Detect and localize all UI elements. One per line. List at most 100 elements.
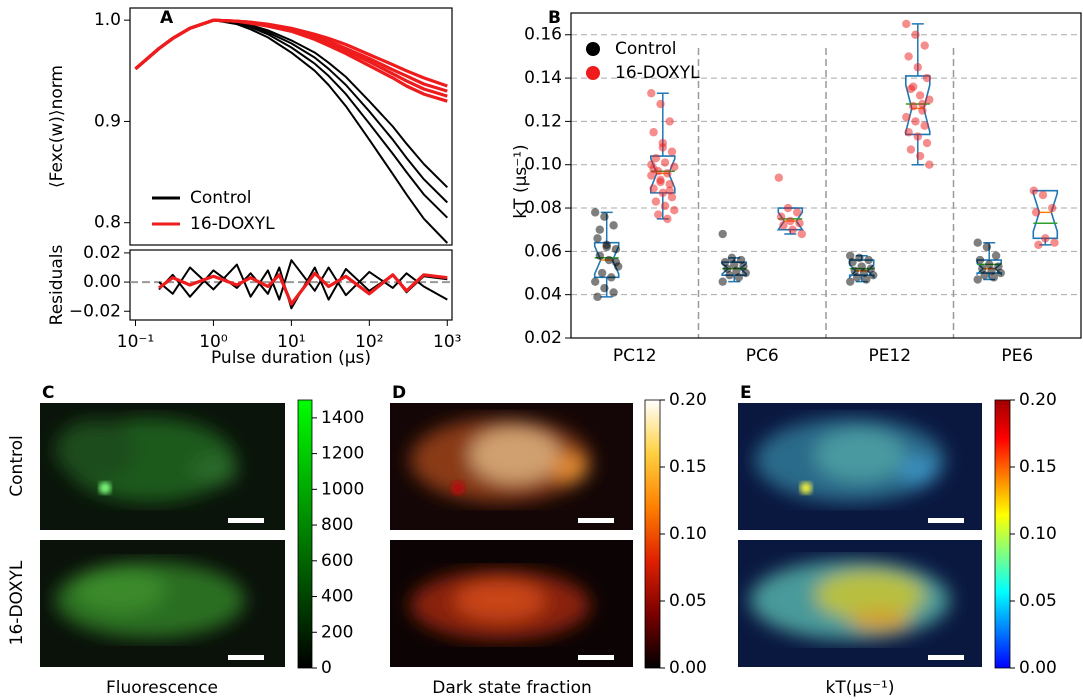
panel-label: C xyxy=(42,383,54,403)
colorbar-tick-label: 800 xyxy=(321,515,353,535)
data-point xyxy=(1050,238,1059,247)
colorbar-tick-label: 0.15 xyxy=(1019,457,1057,477)
x-tick-label: 10⁰ xyxy=(199,332,228,352)
data-line xyxy=(158,271,448,306)
y-tick-label: 0.02 xyxy=(83,243,121,263)
data-point xyxy=(915,91,925,100)
colorbar-tick-label: 600 xyxy=(321,551,353,571)
data-point xyxy=(1029,186,1039,195)
data-point xyxy=(918,106,927,115)
colorbar-tick-label: 0.10 xyxy=(1019,524,1057,544)
data-point xyxy=(660,201,670,211)
data-point xyxy=(973,238,982,247)
data-point xyxy=(852,273,862,282)
y-axis-label: Residuals xyxy=(47,245,67,326)
data-point xyxy=(980,270,989,280)
data-point xyxy=(902,112,911,122)
data-point xyxy=(663,169,672,178)
data-point xyxy=(654,210,663,219)
data-point xyxy=(991,251,1001,260)
legend-swatch xyxy=(586,66,600,80)
colorbar-tick-label: 0.15 xyxy=(669,457,707,477)
colorbar-tick-label: 1000 xyxy=(321,479,364,499)
data-point xyxy=(739,262,748,271)
x-tick-label: PC6 xyxy=(746,346,779,366)
data-point xyxy=(734,273,743,282)
colorbar-tick-label: 200 xyxy=(321,622,353,642)
x-axis-label: Fluorescence xyxy=(106,678,218,698)
y-tick-label: 0.16 xyxy=(524,25,562,45)
data-point xyxy=(918,99,927,109)
data-point xyxy=(602,242,611,252)
data-point xyxy=(779,221,788,230)
data-line xyxy=(134,18,448,103)
y-axis-label: ⟨Fexc(w)⟩norm xyxy=(47,65,67,188)
data-line xyxy=(134,19,449,219)
data-point xyxy=(911,30,920,39)
data-point xyxy=(651,197,661,206)
data-point xyxy=(718,229,727,239)
data-point xyxy=(906,145,916,154)
data-point xyxy=(611,244,621,254)
x-axis-label: kT(μs⁻¹) xyxy=(826,678,895,698)
micrograph xyxy=(390,403,633,530)
legend-label: 16-DOXYL xyxy=(615,63,700,83)
data-point xyxy=(975,255,985,265)
data-point xyxy=(604,255,614,265)
colorbar-tick-label: 1400 xyxy=(321,408,364,428)
micrograph xyxy=(40,403,285,530)
data-point xyxy=(855,253,864,263)
data-point xyxy=(656,177,665,187)
micrograph xyxy=(738,403,982,530)
colorbar xyxy=(644,399,661,669)
y-tick-label: 0.9 xyxy=(94,111,121,131)
colorbar-tick-label: 0.20 xyxy=(669,390,707,410)
data-point xyxy=(591,277,600,286)
data-point xyxy=(667,147,677,156)
data-point xyxy=(725,270,734,280)
data-point xyxy=(857,262,866,271)
data-point xyxy=(904,128,913,137)
data-point xyxy=(597,268,607,278)
legend-label: 16-DOXYL xyxy=(190,214,275,234)
data-point xyxy=(649,128,658,137)
data-point xyxy=(591,208,600,217)
data-point xyxy=(920,41,929,50)
data-point xyxy=(902,19,911,29)
data-point xyxy=(600,212,609,221)
data-point xyxy=(665,117,674,126)
data-point xyxy=(973,275,982,284)
data-point xyxy=(730,260,739,269)
data-point xyxy=(850,266,859,276)
data-point xyxy=(723,264,732,273)
data-point xyxy=(663,214,672,224)
data-point xyxy=(720,257,730,267)
data-point xyxy=(600,283,609,293)
y-tick-label: 0.14 xyxy=(524,68,562,88)
data-point xyxy=(846,251,855,260)
data-point xyxy=(651,154,661,163)
data-point xyxy=(727,253,737,263)
colorbar-tick-label: 0.00 xyxy=(1019,658,1057,678)
data-point xyxy=(649,184,658,193)
data-point xyxy=(611,257,621,267)
data-point xyxy=(741,268,750,278)
row-label: 16-DOXYL xyxy=(7,560,27,645)
plot-frame xyxy=(129,7,453,246)
data-point xyxy=(909,82,918,91)
data-point xyxy=(922,73,932,83)
data-point xyxy=(913,63,922,72)
data-point xyxy=(718,277,727,286)
y-tick-label: 1.0 xyxy=(94,10,121,30)
colorbar-tick-label: 0.10 xyxy=(669,524,707,544)
micrograph xyxy=(40,540,285,667)
data-point xyxy=(864,255,873,265)
data-point xyxy=(667,193,677,202)
x-tick-label: PC12 xyxy=(613,346,657,366)
legend-swatch xyxy=(586,42,600,56)
colorbar-tick-label: 1200 xyxy=(321,444,364,464)
x-axis-label: Dark state fraction xyxy=(432,678,592,698)
data-point xyxy=(862,275,871,284)
data-point xyxy=(665,180,674,189)
